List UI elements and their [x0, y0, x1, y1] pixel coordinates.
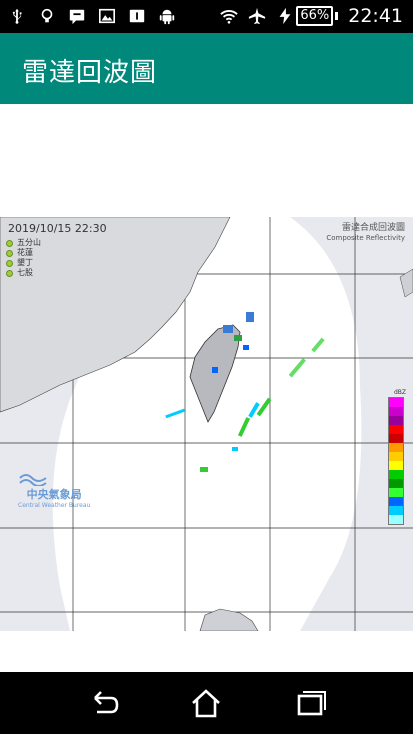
page-title: 雷達回波圖 — [22, 58, 158, 88]
station-item: 墾丁 — [6, 258, 41, 268]
station-item: 花蓮 — [6, 248, 41, 258]
home-icon — [192, 689, 220, 718]
wave-logo-icon — [19, 474, 47, 486]
charging-icon — [276, 6, 294, 26]
usb-icon — [8, 6, 26, 26]
radar-image[interactable]: 2019/10/15 22:30 五分山 花蓮 墾丁 七股 雷達合成回波圖 Co… — [0, 217, 413, 631]
station-list: 五分山 花蓮 墾丁 七股 — [6, 238, 41, 278]
wifi-icon — [220, 6, 239, 26]
notification-icon — [128, 6, 146, 26]
message-icon — [68, 6, 86, 26]
content-area: 2019/10/15 22:30 五分山 花蓮 墾丁 七股 雷達合成回波圖 Co… — [0, 104, 413, 672]
battery-percent: 66% — [296, 6, 334, 26]
android-icon — [158, 6, 176, 26]
recent-apps-button[interactable] — [290, 686, 330, 720]
home-button[interactable] — [186, 686, 226, 720]
legend-unit: dBZ — [393, 389, 406, 396]
status-clock: 22:41 — [348, 5, 403, 27]
recent-apps-icon — [297, 691, 326, 716]
navigation-bar — [0, 672, 413, 734]
app-bar: 雷達回波圖 — [0, 33, 413, 104]
lightbulb-icon — [38, 6, 56, 26]
station-item: 七股 — [6, 268, 41, 278]
battery-indicator: 66% — [276, 6, 339, 26]
airplane-mode-icon — [248, 6, 266, 26]
radar-title: 雷達合成回波圖 Composite Reflectivity — [326, 223, 405, 242]
image-icon — [98, 6, 116, 26]
agency-logo: 中央氣象局 Central Weather Bureau — [18, 472, 90, 509]
color-legend — [388, 397, 404, 525]
status-bar: 66% 22:41 — [0, 0, 413, 33]
radar-timestamp: 2019/10/15 22:30 — [8, 222, 107, 235]
back-icon — [94, 691, 119, 714]
station-item: 五分山 — [6, 238, 41, 248]
back-button[interactable] — [84, 686, 124, 720]
